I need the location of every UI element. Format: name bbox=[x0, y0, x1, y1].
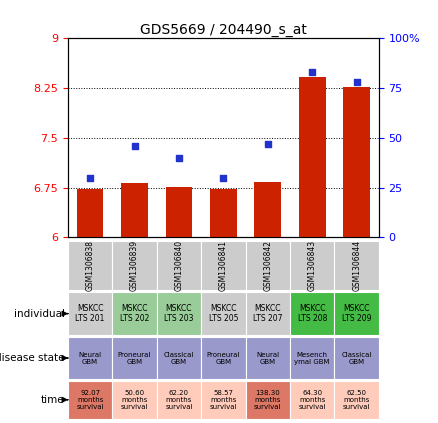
Bar bbox=[246, 337, 290, 379]
Bar bbox=[290, 337, 335, 379]
Bar bbox=[201, 241, 246, 290]
Text: MSKCC
LTS 208: MSKCC LTS 208 bbox=[297, 304, 327, 323]
Text: disease state: disease state bbox=[0, 353, 65, 363]
Bar bbox=[157, 292, 201, 335]
Text: GSM1306842: GSM1306842 bbox=[263, 240, 272, 291]
Text: MSKCC
LTS 207: MSKCC LTS 207 bbox=[253, 304, 283, 323]
Bar bbox=[68, 292, 112, 335]
Bar bbox=[246, 292, 290, 335]
Bar bbox=[157, 381, 201, 419]
Text: 58.57
months
survival: 58.57 months survival bbox=[210, 390, 237, 410]
Bar bbox=[68, 241, 112, 290]
Text: 62.20
months
survival: 62.20 months survival bbox=[165, 390, 193, 410]
Bar bbox=[335, 337, 379, 379]
Title: GDS5669 / 204490_s_at: GDS5669 / 204490_s_at bbox=[140, 23, 307, 37]
Text: Proneural
GBM: Proneural GBM bbox=[207, 352, 240, 365]
Point bbox=[220, 174, 227, 181]
Point bbox=[131, 143, 138, 149]
Text: 64.30
months
survival: 64.30 months survival bbox=[298, 390, 326, 410]
Bar bbox=[335, 381, 379, 419]
Bar bbox=[201, 337, 246, 379]
Bar bbox=[335, 292, 379, 335]
Bar bbox=[112, 337, 157, 379]
Point bbox=[309, 69, 316, 75]
Bar bbox=[201, 292, 246, 335]
Text: 138.30
months
survival: 138.30 months survival bbox=[254, 390, 282, 410]
Text: time: time bbox=[41, 395, 65, 405]
Bar bbox=[121, 183, 148, 237]
Text: MSKCC
LTS 205: MSKCC LTS 205 bbox=[208, 304, 238, 323]
Bar bbox=[166, 187, 192, 237]
Text: MSKCC
LTS 201: MSKCC LTS 201 bbox=[75, 304, 105, 323]
Point bbox=[353, 79, 360, 85]
Point bbox=[87, 174, 94, 181]
Bar bbox=[201, 381, 246, 419]
Text: Proneural
GBM: Proneural GBM bbox=[118, 352, 151, 365]
Text: MSKCC
LTS 203: MSKCC LTS 203 bbox=[164, 304, 194, 323]
Bar bbox=[343, 87, 370, 237]
Text: GSM1306838: GSM1306838 bbox=[85, 240, 95, 291]
Text: Classical
GBM: Classical GBM bbox=[342, 352, 372, 365]
Text: GSM1306840: GSM1306840 bbox=[174, 240, 184, 291]
Bar bbox=[112, 241, 157, 290]
Text: Neural
GBM: Neural GBM bbox=[256, 352, 279, 365]
Bar bbox=[335, 241, 379, 290]
Text: 92.07
months
survival: 92.07 months survival bbox=[76, 390, 104, 410]
Bar bbox=[254, 182, 281, 237]
Text: 62.50
months
survival: 62.50 months survival bbox=[343, 390, 371, 410]
Bar bbox=[290, 381, 335, 419]
Bar bbox=[68, 381, 112, 419]
Text: GSM1306844: GSM1306844 bbox=[352, 240, 361, 291]
Text: individual: individual bbox=[14, 309, 65, 319]
Bar bbox=[112, 292, 157, 335]
Bar bbox=[210, 189, 237, 237]
Text: GSM1306841: GSM1306841 bbox=[219, 240, 228, 291]
Bar bbox=[299, 77, 325, 237]
Point bbox=[264, 140, 271, 147]
Text: 50.60
months
survival: 50.60 months survival bbox=[121, 390, 148, 410]
Text: GSM1306839: GSM1306839 bbox=[130, 240, 139, 291]
Point bbox=[176, 154, 183, 161]
Text: GSM1306843: GSM1306843 bbox=[308, 240, 317, 291]
Bar bbox=[77, 189, 103, 237]
Text: Mesench
ymal GBM: Mesench ymal GBM bbox=[294, 352, 330, 365]
Bar bbox=[157, 337, 201, 379]
Text: MSKCC
LTS 202: MSKCC LTS 202 bbox=[120, 304, 149, 323]
Text: Neural
GBM: Neural GBM bbox=[78, 352, 102, 365]
Bar bbox=[157, 241, 201, 290]
Text: Classical
GBM: Classical GBM bbox=[164, 352, 194, 365]
Bar bbox=[290, 292, 335, 335]
Text: MSKCC
LTS 209: MSKCC LTS 209 bbox=[342, 304, 371, 323]
Bar bbox=[290, 241, 335, 290]
Bar bbox=[68, 337, 112, 379]
Bar bbox=[246, 381, 290, 419]
Bar bbox=[246, 241, 290, 290]
Bar bbox=[112, 381, 157, 419]
